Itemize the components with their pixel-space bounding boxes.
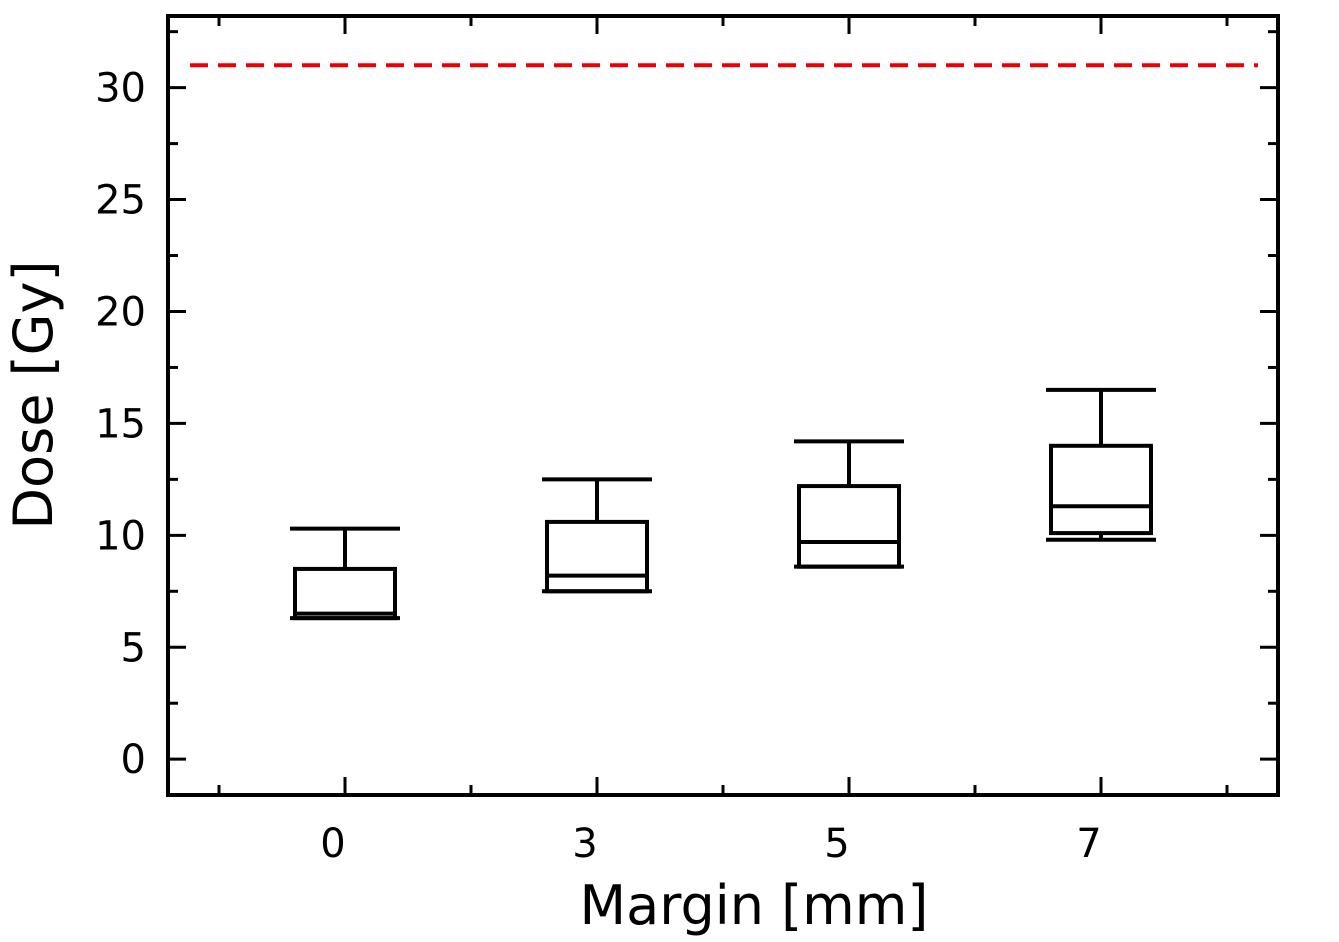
x-tick-label: 5 [824,821,849,867]
x-tick-label: 7 [1076,821,1101,867]
y-tick-label: 10 [95,513,146,559]
y-tick-label: 30 [95,66,146,112]
x-tick-label: 0 [320,821,345,867]
box-iqr [1049,443,1153,536]
box-iqr [293,566,397,621]
y-tick-label: 0 [121,737,146,783]
x-axis-label: Margin [mm] [580,874,929,937]
y-tick-label: 20 [95,289,146,335]
box-iqr [797,484,901,569]
y-tick-label: 5 [121,625,146,671]
y-tick-label: 15 [95,401,146,447]
plot-frame [166,14,1280,797]
x-tick-label: 3 [572,821,597,867]
box-iqr [545,519,649,594]
y-tick-label: 25 [95,178,146,224]
y-axis-label: Dose [Gy] [2,260,65,529]
